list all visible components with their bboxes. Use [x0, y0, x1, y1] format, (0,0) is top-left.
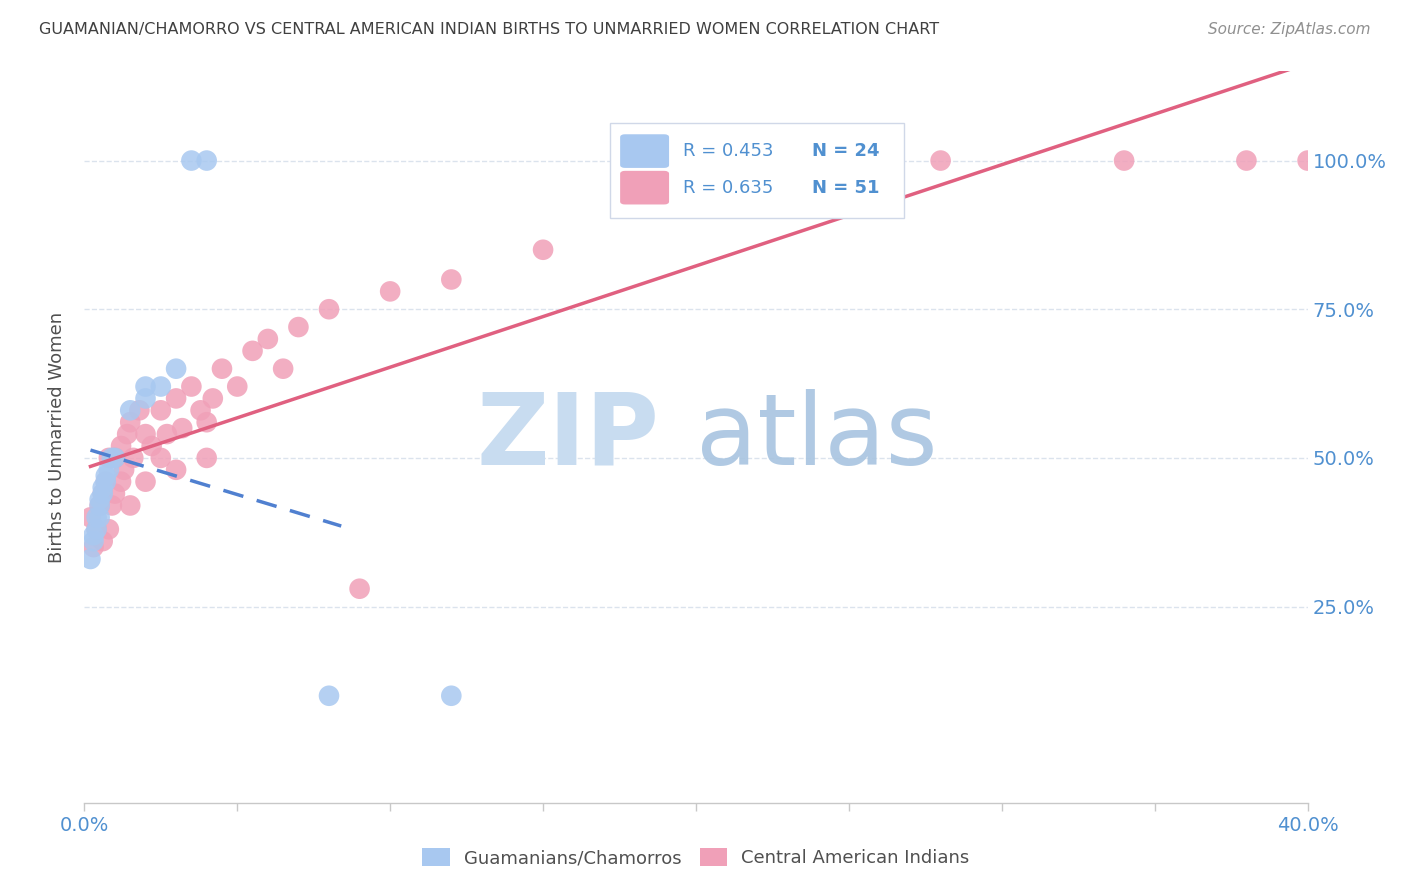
Point: [115, 427, 138, 442]
Point: [149, 450, 172, 465]
Point: [83, 540, 105, 554]
Point: [94, 475, 117, 489]
Point: [91, 481, 114, 495]
Y-axis label: Births to Unmarried Women: Births to Unmarried Women: [48, 311, 66, 563]
Point: [97, 522, 120, 536]
Point: [83, 528, 105, 542]
Point: [91, 486, 114, 500]
Point: [135, 475, 157, 489]
Point: [195, 153, 218, 168]
Point: [195, 450, 218, 465]
FancyBboxPatch shape: [610, 122, 904, 218]
Point: [201, 392, 224, 406]
Point: [287, 320, 309, 334]
Point: [440, 689, 463, 703]
Point: [104, 450, 127, 465]
Point: [120, 415, 142, 429]
Point: [165, 361, 187, 376]
Point: [149, 403, 172, 417]
Point: [91, 534, 114, 549]
Point: [380, 285, 402, 299]
Text: R = 0.635: R = 0.635: [682, 178, 773, 196]
Point: [257, 332, 280, 346]
Point: [165, 392, 187, 406]
Point: [190, 403, 212, 417]
Point: [624, 153, 647, 168]
Point: [86, 510, 108, 524]
Text: N = 24: N = 24: [813, 142, 880, 160]
Point: [135, 392, 157, 406]
Point: [318, 302, 340, 317]
Legend: Guamanians/Chamorros, Central American Indians: Guamanians/Chamorros, Central American I…: [415, 840, 977, 874]
Point: [141, 439, 163, 453]
Point: [156, 427, 179, 442]
Point: [135, 379, 157, 393]
Point: [531, 243, 554, 257]
Point: [104, 486, 127, 500]
Point: [128, 403, 150, 417]
Point: [172, 421, 194, 435]
Text: GUAMANIAN/CHAMORRO VS CENTRAL AMERICAN INDIAN BIRTHS TO UNMARRIED WOMEN CORRELAT: GUAMANIAN/CHAMORRO VS CENTRAL AMERICAN I…: [39, 22, 939, 37]
Point: [226, 379, 249, 393]
Point: [94, 468, 117, 483]
Point: [101, 450, 124, 465]
Point: [929, 153, 952, 168]
Point: [1114, 153, 1136, 168]
Point: [180, 153, 202, 168]
Point: [89, 499, 111, 513]
FancyBboxPatch shape: [620, 171, 669, 204]
Point: [242, 343, 264, 358]
Point: [89, 510, 111, 524]
Text: Source: ZipAtlas.com: Source: ZipAtlas.com: [1208, 22, 1371, 37]
Text: R = 0.453: R = 0.453: [682, 142, 773, 160]
Point: [86, 522, 108, 536]
Point: [97, 463, 120, 477]
Point: [104, 450, 127, 465]
Point: [97, 450, 120, 465]
Point: [318, 689, 340, 703]
Point: [195, 415, 218, 429]
Point: [79, 552, 101, 566]
Point: [165, 463, 187, 477]
Text: N = 51: N = 51: [813, 178, 880, 196]
Point: [747, 153, 769, 168]
Point: [440, 272, 463, 286]
Point: [135, 427, 157, 442]
Point: [89, 492, 111, 507]
Point: [83, 534, 105, 549]
Point: [110, 475, 132, 489]
Text: atlas: atlas: [696, 389, 938, 485]
Point: [86, 522, 108, 536]
Point: [122, 450, 145, 465]
Point: [79, 510, 101, 524]
FancyBboxPatch shape: [620, 135, 669, 168]
Point: [149, 379, 172, 393]
Point: [94, 475, 117, 489]
Point: [1236, 153, 1258, 168]
Point: [89, 499, 111, 513]
Text: ZIP: ZIP: [477, 389, 659, 485]
Point: [101, 499, 124, 513]
Point: [110, 439, 132, 453]
Point: [271, 361, 294, 376]
Point: [180, 379, 202, 393]
Point: [120, 499, 142, 513]
Point: [91, 486, 114, 500]
Point: [211, 361, 233, 376]
Point: [349, 582, 371, 596]
Point: [1296, 153, 1319, 168]
Point: [112, 463, 135, 477]
Point: [120, 403, 142, 417]
